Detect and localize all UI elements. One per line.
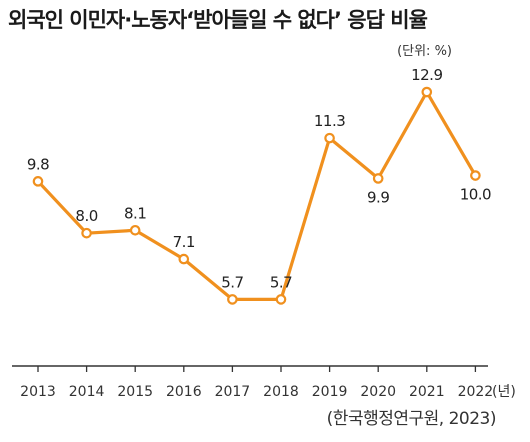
data-point-2013 [32, 176, 44, 187]
data-points [32, 86, 481, 305]
data-label-2021: 12.9 [411, 66, 442, 84]
x-tick-label: 2015 [117, 384, 153, 400]
data-point-2014 [81, 227, 92, 239]
x-tick-label: 2018 [263, 384, 299, 400]
x-unit-label: (년) [492, 384, 516, 400]
data-label-2015: 8.1 [124, 204, 146, 222]
data-label-2014: 8.0 [75, 207, 97, 225]
data-label-2018: 5.7 [270, 273, 292, 291]
x-tick-label: 2014 [69, 384, 105, 400]
x-tick-label: 2022 [458, 384, 494, 400]
unit-note: (단위: %) [397, 44, 452, 59]
x-tick-label: 2020 [360, 384, 396, 400]
data-point-2021 [421, 86, 433, 98]
x-tick-label: 2013 [20, 384, 56, 400]
x-tick-label: 2021 [409, 384, 445, 400]
data-label-2020: 9.9 [367, 188, 389, 206]
data-point-2017 [227, 294, 238, 305]
data-point-2020 [372, 173, 384, 184]
data-point-2018 [275, 294, 287, 305]
x-tick-label: 2016 [166, 384, 202, 400]
source-note: (한국행정연구원, 2023) [326, 409, 497, 429]
x-tick-label: 2017 [215, 384, 251, 400]
data-label-2017: 5.7 [221, 273, 243, 291]
data-label-2013: 9.8 [27, 155, 49, 173]
data-point-2016 [178, 253, 190, 265]
data-label-2019: 11.3 [314, 112, 345, 130]
x-tick-marks [37, 366, 477, 372]
data-point-2015 [129, 224, 141, 236]
x-tick-label: 2019 [312, 384, 348, 400]
data-point-2019 [324, 132, 335, 144]
data-label-2022: 10.0 [460, 186, 491, 204]
chart-title: 외국인 이민자·노동자‘받아들일 수 없다’ 응답 비율 [8, 8, 428, 32]
series-line [36, 90, 477, 301]
data-label-2016: 7.1 [173, 233, 195, 251]
x-tick-labels: 2013 2014 2015 2016 2017 2018 2019 2020 2021 2022 [20, 384, 493, 400]
data-labels: 9.8 8.0 8.1 7.1 5.7 5.7 11.3 9.9 12.9 10.0 [27, 66, 492, 291]
data-point-2022 [470, 170, 481, 181]
